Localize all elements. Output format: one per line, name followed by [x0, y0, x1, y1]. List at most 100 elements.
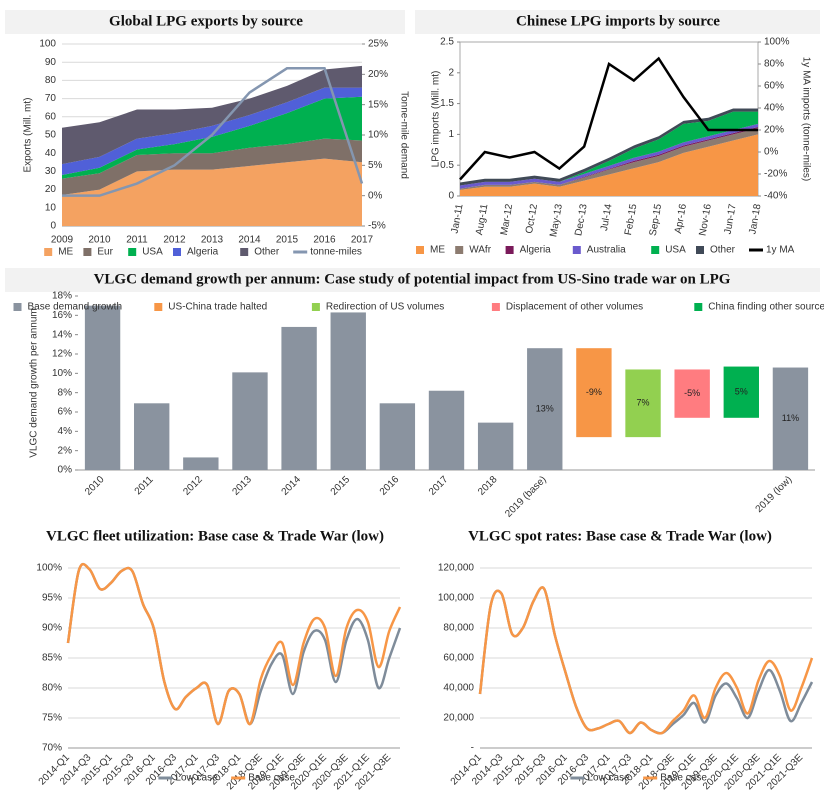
bar [674, 369, 710, 418]
data-label: 11% [782, 413, 799, 423]
y-tick-label: 20 [45, 184, 57, 195]
y2-tick-label: -5% [368, 221, 386, 232]
y2-tick-label: 100% [764, 37, 790, 48]
x-tick-label: 2017 [427, 474, 451, 498]
legend-label: Australia [587, 245, 626, 256]
area [62, 138, 362, 196]
area [460, 123, 758, 189]
legend-label: ME [430, 245, 445, 256]
x-tick-label: 2014 [238, 235, 261, 246]
x-tick-label: Nov-16 [697, 203, 714, 237]
y-tick-label: 14% [52, 329, 72, 340]
legend-swatch [83, 248, 92, 256]
x-tick-label: 2011 [126, 235, 148, 246]
bar [183, 457, 219, 470]
y2-tick-label: -40% [764, 191, 787, 202]
y-tick-label: 2.5 [440, 37, 454, 48]
y-tick-label: 100% [36, 563, 62, 574]
line [66, 562, 402, 726]
legend-swatch [416, 246, 424, 254]
bar [281, 326, 317, 470]
y2-tick-label: 20% [764, 125, 784, 136]
line [66, 562, 402, 726]
chart-title: Chinese LPG imports by source [516, 13, 720, 29]
legend-swatch [651, 246, 660, 254]
x-tick-label: May-13 [548, 203, 565, 238]
y-tick-label: 80% [42, 683, 62, 694]
x-tick-label: Jun-17 [723, 203, 739, 235]
chart-title: VLGC fleet utilization: Base case & Trad… [46, 528, 384, 544]
bar [527, 348, 563, 470]
y2-tick-label: -20% [764, 169, 787, 180]
y-tick-label: 0 [448, 191, 454, 202]
y-tick-label: 4% [58, 426, 73, 437]
y2-axis-label: 1y MA imports (tonne-miles) [800, 57, 811, 181]
chart-title: VLGC demand growth per annum: Case study… [94, 271, 731, 287]
y-tick-label: 80 [45, 75, 57, 86]
data-label: -9% [586, 387, 602, 397]
y2-tick-label: 60% [764, 81, 784, 92]
legend-swatch [240, 248, 249, 256]
x-tick-label: 2010 [83, 474, 107, 498]
x-tick-label: 2016 [378, 474, 402, 498]
bar [84, 305, 121, 470]
x-tick-label: Sep-15 [648, 203, 665, 237]
y-axis-label: LPG imports (Mill. mt) [431, 71, 442, 168]
y-tick-label: 50 [45, 130, 57, 141]
legend-label: USA [142, 247, 163, 258]
y-tick-label: 12% [52, 349, 72, 360]
legend-swatch [173, 248, 181, 256]
bar [477, 422, 514, 470]
legend-label: Other [710, 245, 736, 256]
bar [625, 369, 661, 438]
y-tick-label: 6% [58, 407, 73, 418]
y2-tick-label: 0% [368, 190, 383, 201]
y-tick-label: 95% [42, 593, 62, 604]
y-tick-label: 40,000 [443, 683, 474, 694]
legend-label: Other [254, 247, 280, 258]
legend-label: Eur [97, 247, 113, 258]
x-tick-label: Aug-11 [474, 203, 490, 236]
y-tick-label: 0.5 [440, 160, 454, 171]
y-tick-label: 60 [45, 111, 57, 122]
area [62, 96, 362, 179]
title-strip [415, 10, 820, 34]
y-axis-label: Exports (Mill. mt) [23, 98, 34, 173]
x-tick-label: 2015 [329, 474, 353, 498]
chart-title: Global LPG exports by source [109, 13, 303, 29]
y-tick-label: 90% [42, 623, 62, 634]
y-tick-label: 75% [42, 713, 62, 724]
x-tick-label: Oct-12 [524, 203, 540, 235]
bar [772, 367, 809, 470]
data-label: -5% [684, 388, 700, 398]
legend-label: ME [58, 247, 73, 258]
x-tick-label: Jul-14 [599, 203, 615, 232]
area [62, 65, 362, 165]
legend-label: China finding other sources [708, 302, 824, 313]
y2-tick-label: 15% [368, 99, 388, 110]
legend-swatch [154, 303, 163, 311]
legend-label: Displacement of other volumes [506, 302, 643, 313]
y-tick-label: 0 [50, 221, 56, 232]
y2-tick-label: 5% [368, 160, 383, 171]
y-tick-label: 100 [39, 39, 56, 50]
bar [428, 390, 465, 470]
y-tick-label: 90 [45, 57, 57, 68]
x-tick-label: 2018 [476, 474, 500, 498]
legend-label: tonne-miles [310, 247, 362, 258]
title-strip [5, 10, 405, 34]
x-tick-label: 2017 [351, 235, 374, 246]
y-axis-label: VLGC demand growth per annum [29, 308, 40, 458]
legend-swatch [505, 246, 514, 254]
legend-swatch [44, 248, 53, 256]
bar [723, 366, 759, 418]
y-tick-label: 30 [45, 166, 57, 177]
x-tick-label: 2016 [313, 235, 336, 246]
y-tick-label: 2% [58, 445, 73, 456]
legend-label: US-China trade halted [168, 302, 267, 313]
y-tick-label: 16% [52, 310, 72, 321]
legend-label: Algeria [520, 245, 552, 256]
title-strip [5, 268, 820, 292]
y-tick-label: 18% [52, 291, 72, 302]
x-tick-label: Mar-12 [499, 203, 515, 237]
